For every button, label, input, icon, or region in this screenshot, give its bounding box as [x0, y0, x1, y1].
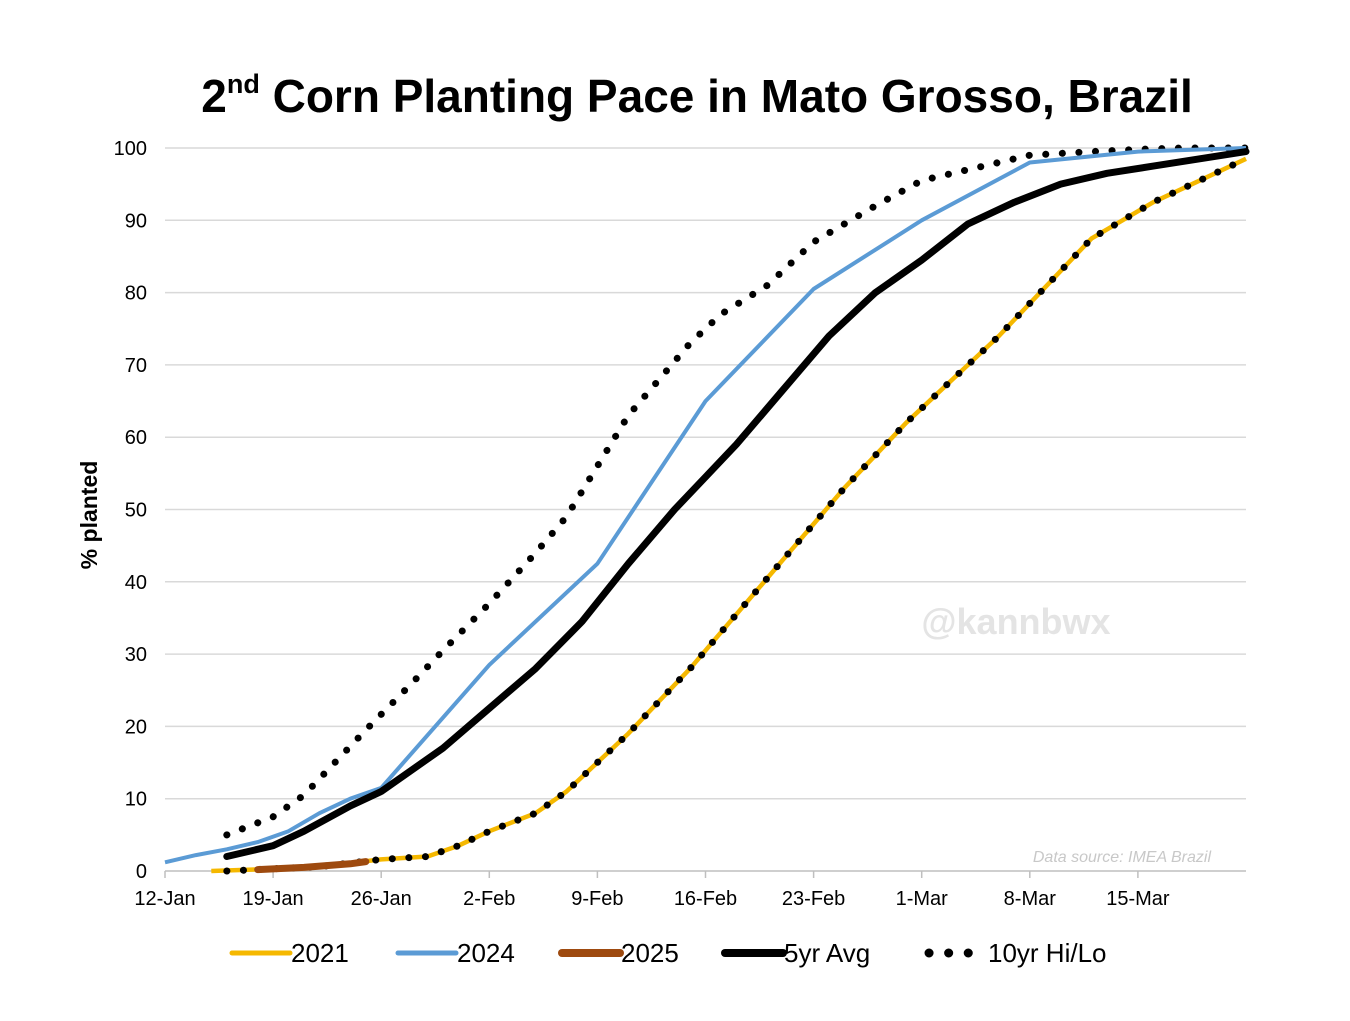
data-source-note: Data source: IMEA Brazil — [1033, 849, 1212, 866]
chart-title-rest: Corn Planting Pace in Mato Grosso, Brazi… — [260, 70, 1193, 122]
legend-item: 2025 — [558, 938, 679, 968]
y-tick-label: 0 — [136, 861, 147, 883]
chart-title-main: 2 — [201, 70, 227, 122]
legend-label: 10yr Hi/Lo — [988, 938, 1107, 968]
chart-title: 2nd Corn Planting Pace in Mato Grosso, B… — [201, 69, 1193, 122]
series-line-10yr-lo — [223, 155, 1250, 875]
y-tick-label: 30 — [125, 644, 147, 666]
y-tick-label: 50 — [125, 500, 147, 522]
y-tick-label: 60 — [125, 427, 147, 449]
series-line-2024 — [164, 146, 1247, 865]
y-tick-label: 100 — [114, 138, 147, 160]
x-tick-label: 8-Mar — [1004, 888, 1057, 910]
y-tick-label: 80 — [125, 283, 147, 305]
y-tick-label: 10 — [125, 789, 147, 811]
watermark: @kannbwx — [921, 601, 1110, 642]
x-tick-label: 2-Feb — [463, 888, 515, 910]
legend-item: 2024 — [395, 938, 515, 968]
x-tick-label: 1-Mar — [896, 888, 949, 910]
series-lines — [164, 144, 1250, 875]
legend: 2021 2024 2025 5yr Avg 10yr Hi/Lo — [229, 938, 1107, 968]
x-tick-label: 26-Jan — [351, 888, 412, 910]
legend-item: 2021 — [229, 938, 349, 968]
legend-label: 2025 — [621, 938, 679, 968]
x-tick-label: 9-Feb — [571, 888, 623, 910]
y-axis-label: % planted — [76, 461, 102, 570]
series-line-5yr-avg — [223, 148, 1250, 860]
axes: 0 10 20 30 40 50 60 70 80 90 100 12-Jan 19-Jan 26-Jan… — [114, 138, 1246, 910]
chart-title-superscript: nd — [227, 69, 260, 99]
legend-item: 5yr Avg — [721, 938, 870, 968]
x-tick-label: 15-Mar — [1106, 888, 1170, 910]
x-tick-label: 23-Feb — [782, 888, 845, 910]
legend-label: 2021 — [291, 938, 349, 968]
y-tick-label: 90 — [125, 210, 147, 232]
x-tick-label: 16-Feb — [674, 888, 737, 910]
x-tick-label: 19-Jan — [243, 888, 304, 910]
y-tick-label: 20 — [125, 716, 147, 738]
series-line-10yr-hi — [223, 144, 1250, 839]
legend-label: 5yr Avg — [784, 938, 870, 968]
y-tick-label: 70 — [125, 355, 147, 377]
series-line-2025 — [254, 858, 370, 874]
legend-item: 10yr Hi/Lo — [924, 938, 1107, 968]
y-tick-label: 40 — [125, 572, 147, 594]
legend-label: 2024 — [457, 938, 515, 968]
gridlines — [165, 147, 1246, 800]
x-tick-label: 12-Jan — [134, 888, 195, 910]
series-line-2021 — [211, 156, 1247, 874]
